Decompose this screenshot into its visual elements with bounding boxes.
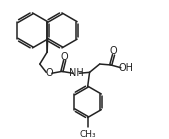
Text: CH₃: CH₃ [79,130,96,139]
Text: NH: NH [69,68,84,78]
Text: OH: OH [119,63,134,73]
Text: O: O [45,68,53,78]
Text: O: O [110,46,117,56]
Text: O: O [61,52,68,62]
